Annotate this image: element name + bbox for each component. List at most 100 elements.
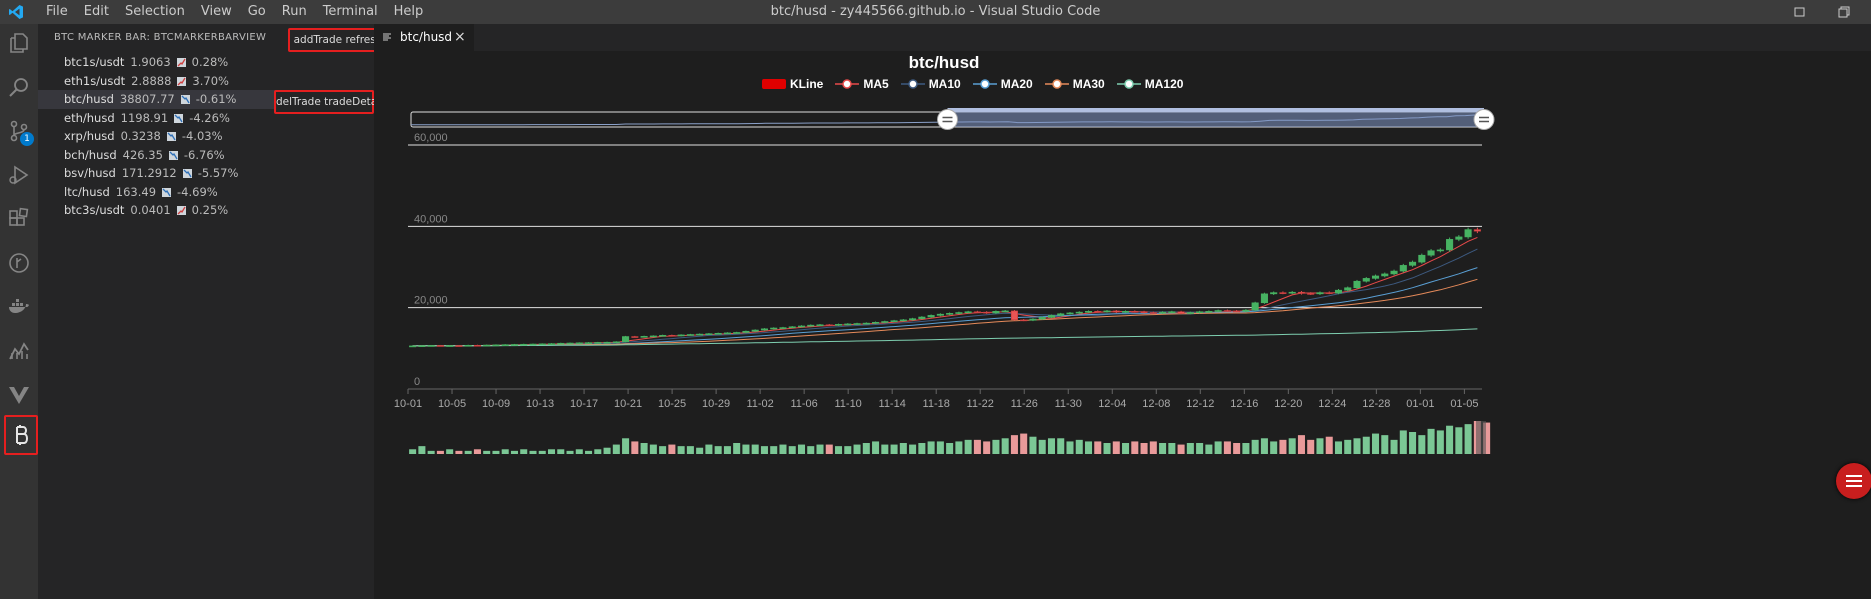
candle <box>1029 318 1037 321</box>
market-price: 1198.91 <box>120 110 169 125</box>
candle <box>1260 293 1268 304</box>
menu-edit[interactable]: Edit <box>83 4 109 19</box>
market-row[interactable]: eth/husd 1198.91 -4.26% <box>38 109 374 128</box>
restore-button[interactable] <box>1826 0 1862 24</box>
volume-bar <box>1279 439 1287 454</box>
source-control-button[interactable]: 1 <box>2 114 36 148</box>
candle <box>483 344 491 347</box>
menu-fab-button[interactable] <box>1836 463 1871 499</box>
market-pair: eth/husd <box>64 110 115 125</box>
search-icon <box>9 78 28 97</box>
row-actions[interactable]: delTrade tradeDetail <box>274 90 383 114</box>
explorer-button[interactable] <box>2 26 36 60</box>
menu-help[interactable]: Help <box>393 4 424 19</box>
menu-go[interactable]: Go <box>247 4 266 19</box>
bitcoin-button[interactable] <box>4 415 38 455</box>
menu-view[interactable]: View <box>200 4 232 19</box>
minimize-button[interactable] <box>1782 0 1818 24</box>
candle <box>1334 289 1343 294</box>
market-row[interactable]: btc1s/usdt 1.9063 0.28% <box>38 53 374 72</box>
volume-bar <box>686 446 694 454</box>
candle <box>983 311 991 314</box>
legend-item[interactable]: MA30 <box>1044 77 1105 91</box>
run-debug-button[interactable] <box>2 158 36 192</box>
candle <box>1205 311 1213 313</box>
market-row[interactable]: bch/husd 426.35 -6.76% <box>38 146 374 165</box>
volume-bar <box>964 439 972 454</box>
sidebar-actions[interactable]: addTrade refresh <box>288 28 388 52</box>
market-row[interactable]: ltc/husd 163.49 -4.69% <box>38 183 374 202</box>
x-tick-label: 11-10 <box>834 398 861 410</box>
menu-selection[interactable]: Selection <box>124 4 185 19</box>
candle <box>1446 239 1454 251</box>
candle <box>566 342 574 345</box>
candle <box>631 336 639 338</box>
trend-down-icon <box>182 169 192 178</box>
zoom-handle[interactable] <box>1473 109 1495 130</box>
menu-run[interactable]: Run <box>281 4 307 19</box>
volume-bar <box>464 450 472 454</box>
candle <box>1103 310 1111 313</box>
market-change: -5.57% <box>197 166 239 180</box>
candle <box>1325 292 1333 294</box>
zoom-handle[interactable] <box>937 109 958 130</box>
git-graph-button[interactable] <box>2 246 36 280</box>
volume-bar <box>427 450 435 454</box>
volume-bar <box>1010 435 1018 454</box>
candle <box>1409 261 1417 266</box>
market-row[interactable]: eth1s/usdt 2.8888 3.70% <box>38 72 374 91</box>
legend-item[interactable]: MA120 <box>1116 77 1183 91</box>
candle <box>1196 311 1204 314</box>
y-tick-label: 40,000 <box>414 213 448 225</box>
search-button[interactable] <box>2 70 36 104</box>
docker-button[interactable] <box>2 290 36 324</box>
chart-button[interactable] <box>2 334 36 368</box>
menu-terminal[interactable]: Terminal <box>322 4 378 19</box>
volume-bar <box>696 447 704 454</box>
tab-close-icon[interactable]: × <box>454 29 466 45</box>
candle <box>640 336 648 338</box>
x-tick-label: 12-24 <box>1318 398 1346 410</box>
volume-bar <box>510 450 518 454</box>
market-row[interactable]: bsv/husd 171.2912 -5.57% <box>38 164 374 183</box>
legend-item[interactable]: MA20 <box>972 77 1033 91</box>
market-change: -4.69% <box>177 184 218 199</box>
market-row[interactable]: btc3s/usdt 0.0401 0.25% <box>38 201 374 220</box>
candle <box>1186 312 1194 314</box>
volume-bar <box>862 443 870 454</box>
candle <box>862 322 870 325</box>
volume-bar <box>835 446 843 454</box>
legend-item[interactable]: KLine <box>762 77 823 91</box>
market-row[interactable]: btc/husd 38807.77 -0.61% delTrade tradeDeta… <box>38 90 383 114</box>
tab-btc-husd[interactable]: btc/husd × <box>374 24 474 51</box>
vue-button[interactable] <box>2 378 36 412</box>
volume-bar <box>881 444 889 454</box>
market-price: 0.3238 <box>120 129 161 143</box>
volume-bar <box>1362 436 1370 454</box>
extensions-button[interactable] <box>2 202 36 236</box>
candle <box>436 345 444 347</box>
candle <box>1020 319 1028 322</box>
candle <box>1390 270 1398 275</box>
chart-icon <box>9 342 29 360</box>
ma120-line <box>412 328 1478 347</box>
candle <box>714 332 722 335</box>
candle <box>677 334 685 337</box>
candle <box>733 332 741 334</box>
volume-bar <box>1140 443 1148 454</box>
volume-bar <box>1297 435 1305 454</box>
menu-file[interactable]: File <box>46 4 68 19</box>
kline-chart[interactable]: 60,000 40,000 20,000 0 10-01 10-05 10-09 10-13 1… <box>374 51 1871 599</box>
bitcoin-icon <box>16 425 28 445</box>
market-row[interactable]: xrp/husd 0.3238 -4.03% <box>38 127 374 146</box>
legend-item[interactable]: MA5 <box>835 77 889 91</box>
volume-bar <box>483 450 491 454</box>
volume-bar <box>816 444 824 454</box>
candle <box>1168 311 1176 314</box>
title-bar: File Edit Selection View Go Run Terminal… <box>0 0 1871 24</box>
market-change: -4.03% <box>181 129 223 143</box>
volume-bar <box>1270 441 1278 454</box>
volume-bar <box>705 444 713 454</box>
trend-down-icon <box>162 187 172 197</box>
legend-item[interactable]: MA10 <box>900 77 961 91</box>
